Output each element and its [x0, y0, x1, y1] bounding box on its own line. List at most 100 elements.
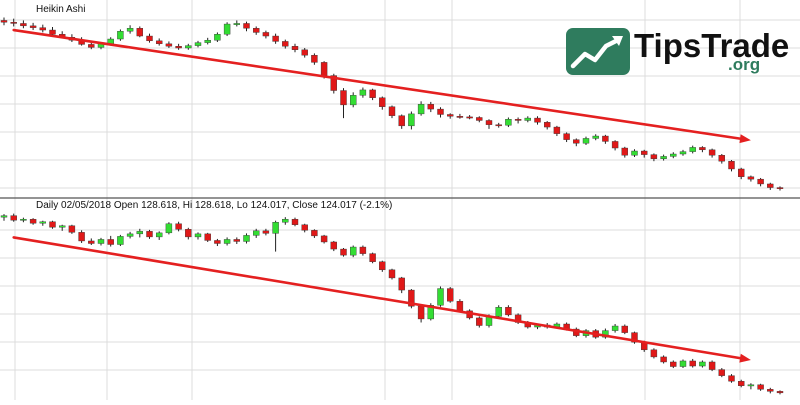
candle-body-p1-51 [495, 307, 502, 317]
candle-body-p0-30 [291, 46, 299, 51]
candle-body-p0-16 [155, 40, 163, 45]
logo-suffix-text: .org [728, 55, 760, 74]
candle-body-p0-14 [136, 28, 144, 37]
candle-body-p0-27 [262, 32, 270, 37]
candle-body-p1-40 [388, 269, 396, 279]
candle-body-p0-75 [728, 160, 735, 170]
candle-body-p0-77 [747, 176, 755, 180]
candle-body-p1-4 [39, 221, 46, 224]
candle-body-p0-18 [175, 46, 182, 49]
candle-body-p1-8 [78, 232, 85, 242]
candle-body-p1-79 [767, 389, 774, 392]
candle-body-p0-3 [29, 25, 37, 28]
candle-body-p1-63 [611, 325, 619, 331]
candle-body-p0-19 [185, 45, 192, 49]
candle-body-p0-59 [573, 139, 580, 144]
candle-body-p1-42 [408, 289, 415, 307]
candle-body-p0-58 [563, 133, 570, 140]
candle-body-p0-32 [311, 54, 318, 63]
candle-body-p1-12 [117, 236, 124, 245]
candle-body-p0-68 [660, 156, 667, 159]
candle-body-p1-77 [747, 384, 755, 387]
candle-body-p1-30 [291, 218, 299, 225]
trend-arrows [12, 28, 751, 363]
candle-body-p1-0 [0, 215, 8, 218]
candle-body-p0-28 [272, 35, 279, 42]
candle-body-p0-37 [359, 89, 367, 96]
candle-body-p0-57 [553, 126, 561, 134]
candle-body-p0-39 [379, 97, 386, 107]
candle-body-p1-26 [252, 230, 260, 236]
candle-body-p0-29 [282, 41, 289, 47]
candle-body-p1-52 [505, 307, 512, 316]
candle-body-p1-22 [214, 240, 221, 244]
trend-arrow-line-p1 [12, 236, 742, 360]
candle-body-p1-31 [301, 224, 308, 231]
candle-body-p0-33 [320, 62, 328, 76]
candle-body-p1-25 [243, 235, 250, 242]
candle-body-p1-78 [757, 384, 764, 390]
candle-body-p1-6 [59, 225, 66, 228]
candle-body-p0-36 [350, 95, 357, 106]
candles-layer [0, 17, 784, 395]
candle-body-p1-73 [708, 361, 716, 370]
candle-body-p1-23 [223, 239, 231, 244]
candle-body-p1-74 [718, 369, 725, 376]
candle-body-p1-41 [398, 277, 405, 291]
candle-body-p0-73 [708, 149, 716, 156]
candle-body-p0-52 [505, 119, 512, 126]
candle-body-p0-13 [126, 28, 134, 32]
candle-body-p0-72 [699, 147, 706, 151]
candle-body-p1-64 [621, 325, 628, 333]
candle-body-p1-36 [350, 246, 357, 256]
candle-body-p0-34 [330, 75, 337, 91]
candle-body-p0-78 [757, 178, 764, 185]
candle-body-p0-1 [10, 22, 17, 24]
candle-body-p1-1 [10, 215, 17, 221]
candle-body-p0-23 [223, 23, 231, 35]
candle-body-p1-62 [602, 330, 609, 338]
candle-body-p1-9 [88, 240, 95, 244]
candle-body-p1-21 [204, 233, 211, 241]
candle-body-p0-71 [689, 147, 696, 152]
candle-body-p1-71 [689, 360, 696, 367]
candle-body-p0-80 [776, 187, 784, 189]
candle-body-p0-9 [88, 44, 95, 48]
candle-body-p1-10 [97, 239, 105, 244]
candle-body-p0-49 [476, 117, 483, 121]
candle-body-p0-63 [611, 141, 619, 149]
trend-arrow-line-p0 [12, 28, 742, 140]
candle-body-p0-15 [146, 35, 153, 42]
tipstrade-logo: TipsTrade .org [566, 27, 789, 75]
candle-body-p0-46 [447, 114, 454, 117]
candle-body-p0-70 [679, 151, 687, 155]
candle-body-p1-49 [476, 317, 483, 326]
candle-body-p1-70 [679, 360, 687, 367]
candle-body-p0-69 [670, 153, 677, 157]
candle-body-p1-33 [320, 235, 328, 243]
candle-body-p1-35 [340, 248, 347, 256]
candle-body-p0-62 [602, 135, 609, 142]
candle-body-p0-76 [738, 168, 745, 177]
candle-body-p0-54 [524, 117, 531, 121]
candle-body-p0-45 [437, 108, 444, 115]
trend-arrow-head-p0 [739, 134, 751, 144]
candle-body-p1-76 [738, 381, 745, 386]
candle-body-p0-17 [165, 43, 173, 47]
candle-body-p0-38 [369, 89, 376, 98]
candle-body-p0-64 [621, 147, 628, 156]
candle-body-p0-66 [641, 150, 648, 155]
candle-body-p0-40 [388, 106, 396, 116]
candle-body-p1-15 [146, 231, 153, 238]
candle-body-p1-75 [728, 375, 735, 382]
candle-body-p0-0 [0, 20, 8, 23]
candle-body-p0-5 [49, 29, 56, 35]
candle-body-p1-2 [20, 218, 27, 221]
candle-body-p1-28 [272, 222, 279, 234]
candle-body-p0-55 [534, 117, 541, 123]
candle-body-p1-43 [417, 306, 425, 320]
candle-body-p1-5 [49, 221, 56, 228]
candle-body-p0-56 [544, 122, 551, 128]
candle-body-p1-47 [456, 301, 464, 312]
candle-body-p0-44 [427, 104, 434, 110]
